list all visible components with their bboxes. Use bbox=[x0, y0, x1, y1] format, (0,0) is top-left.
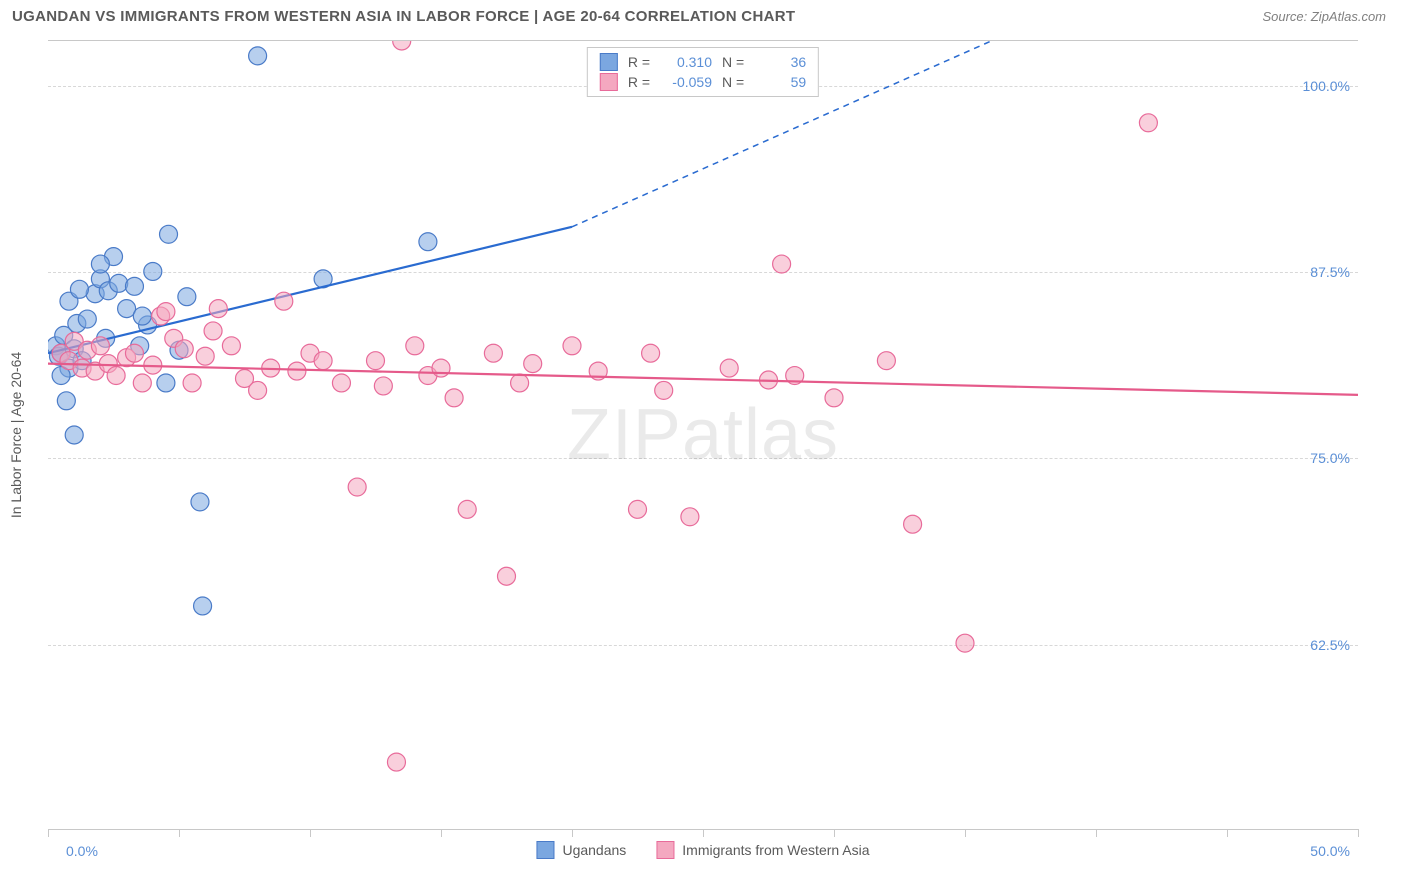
scatter-point bbox=[681, 508, 699, 526]
xtick bbox=[1227, 829, 1228, 837]
scatter-point bbox=[288, 362, 306, 380]
scatter-point bbox=[956, 634, 974, 652]
xtick bbox=[441, 829, 442, 837]
xaxis-label-right: 50.0% bbox=[1310, 843, 1350, 859]
scatter-point bbox=[194, 597, 212, 615]
scatter-point bbox=[157, 374, 175, 392]
scatter-point bbox=[65, 426, 83, 444]
scatter-point bbox=[275, 292, 293, 310]
bottom-legend-label-1: Immigrants from Western Asia bbox=[682, 842, 869, 858]
scatter-point bbox=[209, 300, 227, 318]
scatter-point bbox=[133, 374, 151, 392]
xtick bbox=[1096, 829, 1097, 837]
scatter-point bbox=[773, 255, 791, 273]
chart-title: UGANDAN VS IMMIGRANTS FROM WESTERN ASIA … bbox=[12, 8, 795, 25]
scatter-point bbox=[1139, 114, 1157, 132]
scatter-point bbox=[498, 567, 516, 585]
plot-svg bbox=[48, 41, 1358, 829]
xtick bbox=[1358, 829, 1359, 837]
xaxis-label-left: 0.0% bbox=[66, 843, 98, 859]
legend-stats-row-0: R = 0.310 N = 36 bbox=[600, 52, 806, 72]
scatter-point bbox=[204, 322, 222, 340]
scatter-point bbox=[348, 478, 366, 496]
legend-stats-box: R = 0.310 N = 36 R = -0.059 N = 59 bbox=[587, 47, 819, 97]
scatter-point bbox=[160, 225, 178, 243]
legend-swatch-1 bbox=[600, 73, 618, 91]
scatter-point bbox=[374, 377, 392, 395]
scatter-point bbox=[222, 337, 240, 355]
scatter-point bbox=[642, 344, 660, 362]
scatter-point bbox=[249, 381, 267, 399]
r-value-1: -0.059 bbox=[660, 74, 712, 90]
xtick bbox=[703, 829, 704, 837]
bottom-swatch-1 bbox=[656, 841, 674, 859]
chart-source: Source: ZipAtlas.com bbox=[1262, 9, 1386, 24]
scatter-point bbox=[393, 41, 411, 50]
xtick bbox=[310, 829, 311, 837]
yaxis-title: In Labor Force | Age 20-64 bbox=[8, 352, 24, 518]
scatter-point bbox=[110, 274, 128, 292]
scatter-point bbox=[406, 337, 424, 355]
bottom-swatch-0 bbox=[536, 841, 554, 859]
scatter-point bbox=[125, 344, 143, 362]
xtick bbox=[179, 829, 180, 837]
scatter-point bbox=[877, 352, 895, 370]
scatter-point bbox=[157, 303, 175, 321]
scatter-point bbox=[484, 344, 502, 362]
scatter-point bbox=[178, 288, 196, 306]
xtick bbox=[965, 829, 966, 837]
bottom-legend-item-1: Immigrants from Western Asia bbox=[656, 841, 869, 859]
xtick bbox=[834, 829, 835, 837]
scatter-point bbox=[655, 381, 673, 399]
scatter-point bbox=[720, 359, 738, 377]
n-value-0: 36 bbox=[754, 54, 806, 70]
scatter-point bbox=[57, 392, 75, 410]
scatter-point bbox=[332, 374, 350, 392]
scatter-point bbox=[183, 374, 201, 392]
xtick bbox=[572, 829, 573, 837]
scatter-point bbox=[511, 374, 529, 392]
n-value-1: 59 bbox=[754, 74, 806, 90]
scatter-point bbox=[91, 255, 109, 273]
scatter-point bbox=[367, 352, 385, 370]
scatter-point bbox=[91, 337, 109, 355]
scatter-point bbox=[196, 347, 214, 365]
r-value-0: 0.310 bbox=[660, 54, 712, 70]
scatter-point bbox=[133, 307, 151, 325]
scatter-point bbox=[419, 233, 437, 251]
scatter-point bbox=[524, 355, 542, 373]
scatter-point bbox=[314, 352, 332, 370]
scatter-point bbox=[175, 340, 193, 358]
scatter-point bbox=[629, 500, 647, 518]
scatter-point bbox=[107, 367, 125, 385]
chart-header: UGANDAN VS IMMIGRANTS FROM WESTERN ASIA … bbox=[0, 0, 1406, 29]
scatter-point bbox=[825, 389, 843, 407]
scatter-point bbox=[78, 310, 96, 328]
scatter-point bbox=[125, 277, 143, 295]
scatter-point bbox=[144, 262, 162, 280]
chart-area: In Labor Force | Age 20-64 ZIPatlas 62.5… bbox=[48, 40, 1358, 830]
scatter-point bbox=[432, 359, 450, 377]
scatter-point bbox=[387, 753, 405, 771]
scatter-point bbox=[191, 493, 209, 511]
legend-swatch-0 bbox=[600, 53, 618, 71]
xtick bbox=[48, 829, 49, 837]
scatter-point bbox=[904, 515, 922, 533]
legend-stats-row-1: R = -0.059 N = 59 bbox=[600, 72, 806, 92]
bottom-legend-item-0: Ugandans bbox=[536, 841, 626, 859]
bottom-legend: Ugandans Immigrants from Western Asia bbox=[536, 841, 869, 859]
bottom-legend-label-0: Ugandans bbox=[562, 842, 626, 858]
scatter-point bbox=[249, 47, 267, 65]
scatter-point bbox=[70, 280, 88, 298]
scatter-point bbox=[458, 500, 476, 518]
scatter-point bbox=[563, 337, 581, 355]
scatter-point bbox=[445, 389, 463, 407]
